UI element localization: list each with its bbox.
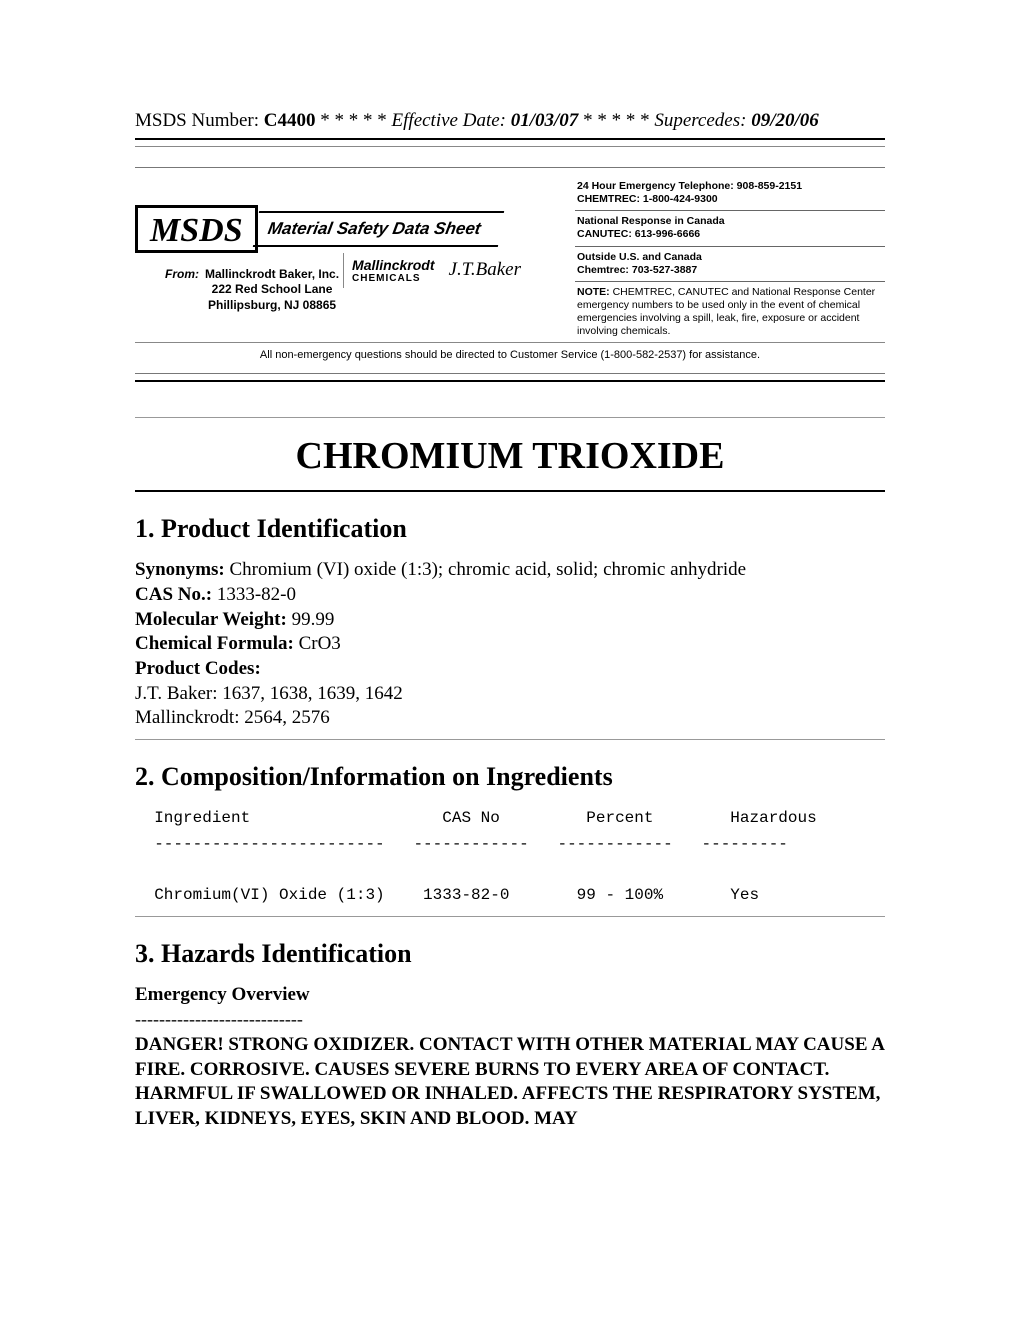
eo-dashes: ---------------------------- — [135, 1009, 303, 1029]
syn-label: Synonyms: — [135, 559, 225, 580]
pc1: J.T. Baker: 1637, 1638, 1639, 1642 — [135, 683, 403, 704]
msds-number-label: MSDS Number: — [135, 110, 264, 131]
section-1-body: Synonyms: Chromium (VI) oxide (1:3); chr… — [135, 558, 885, 731]
r2b: CANUTEC: 613-996-6666 — [577, 228, 700, 240]
from-addr2: Phillipsburg, NJ 08865 — [208, 298, 336, 312]
brand1: Mallinckrodt — [352, 257, 434, 273]
sup-date: 09/20/06 — [751, 110, 819, 131]
msds-number: C4400 — [264, 110, 316, 131]
pc2: Mallinckrodt: 2564, 2576 — [135, 707, 330, 728]
chemical-title: CHROMIUM TRIOXIDE — [135, 434, 885, 478]
hr-after-header — [135, 380, 885, 382]
brand2: J.T.Baker — [449, 259, 521, 280]
from-block: From: Mallinckrodt Baker, Inc. 222 Red S… — [135, 267, 339, 314]
r4b: CHEMTREC, CANUTEC and National Response … — [577, 286, 875, 337]
danger-text: DANGER! STRONG OXIDIZER. CONTACT WITH OT… — [135, 1034, 884, 1129]
r4a: NOTE: — [577, 286, 610, 298]
msds-badge: MSDS — [135, 205, 258, 253]
section-1-heading: 1. Product Identification — [135, 514, 885, 544]
r3b: Chemtrec: 703-527-3887 — [577, 264, 697, 276]
hr-top — [135, 138, 885, 140]
hr-title-top — [135, 417, 885, 418]
meta-line: MSDS Number: C4400 * * * * * Effective D… — [135, 110, 885, 132]
mw-label: Molecular Weight: — [135, 609, 287, 630]
pc-label: Product Codes: — [135, 658, 261, 679]
eo-head: Emergency Overview — [135, 984, 310, 1005]
r1a: 24 Hour Emergency Telephone: 908-859-215… — [577, 180, 802, 192]
from-addr1: 222 Red School Lane — [212, 282, 333, 296]
stars1: * * * * * — [316, 110, 392, 131]
from-company: Mallinckrodt Baker, Inc. — [205, 267, 339, 281]
brand-logos: Mallinckrodt CHEMICALS J.T.Baker — [339, 253, 525, 288]
cf-val: CrO3 — [294, 633, 341, 654]
hr-title-bottom — [135, 490, 885, 492]
section-2-heading: 2. Composition/Information on Ingredient… — [135, 762, 885, 792]
section-3-body: Emergency Overview ---------------------… — [135, 983, 885, 1131]
customer-service-note: All non-emergency questions should be di… — [135, 342, 885, 365]
emergency-contacts: 24 Hour Emergency Telephone: 908-859-215… — [575, 176, 885, 342]
from-label: From: — [165, 267, 199, 314]
msds-header-panel: MSDS Material Safety Data Sheet From: Ma… — [135, 167, 885, 374]
sup-label: Supercedes: — [654, 110, 751, 131]
composition-table: Ingredient CAS No Percent Hazardous ----… — [135, 806, 885, 908]
stars2: * * * * * — [578, 110, 654, 131]
brand1-sub: CHEMICALS — [352, 273, 434, 284]
cf-label: Chemical Formula: — [135, 633, 294, 654]
eff-label: Effective Date: — [392, 110, 511, 131]
hr-sec1 — [135, 739, 885, 740]
syn-val: Chromium (VI) oxide (1:3); chromic acid,… — [225, 559, 746, 580]
cas-val: 1333-82-0 — [212, 584, 296, 605]
r3a: Outside U.S. and Canada — [577, 251, 702, 263]
hr-sec2 — [135, 916, 885, 917]
r2a: National Response in Canada — [577, 215, 725, 227]
sheet-label: Material Safety Data Sheet — [252, 211, 503, 247]
hr-top-thin — [135, 146, 885, 147]
r1b: CHEMTREC: 1-800-424-9300 — [577, 193, 718, 205]
eff-date: 01/03/07 — [511, 110, 579, 131]
cas-label: CAS No.: — [135, 584, 212, 605]
mw-val: 99.99 — [287, 609, 335, 630]
section-3-heading: 3. Hazards Identification — [135, 939, 885, 969]
